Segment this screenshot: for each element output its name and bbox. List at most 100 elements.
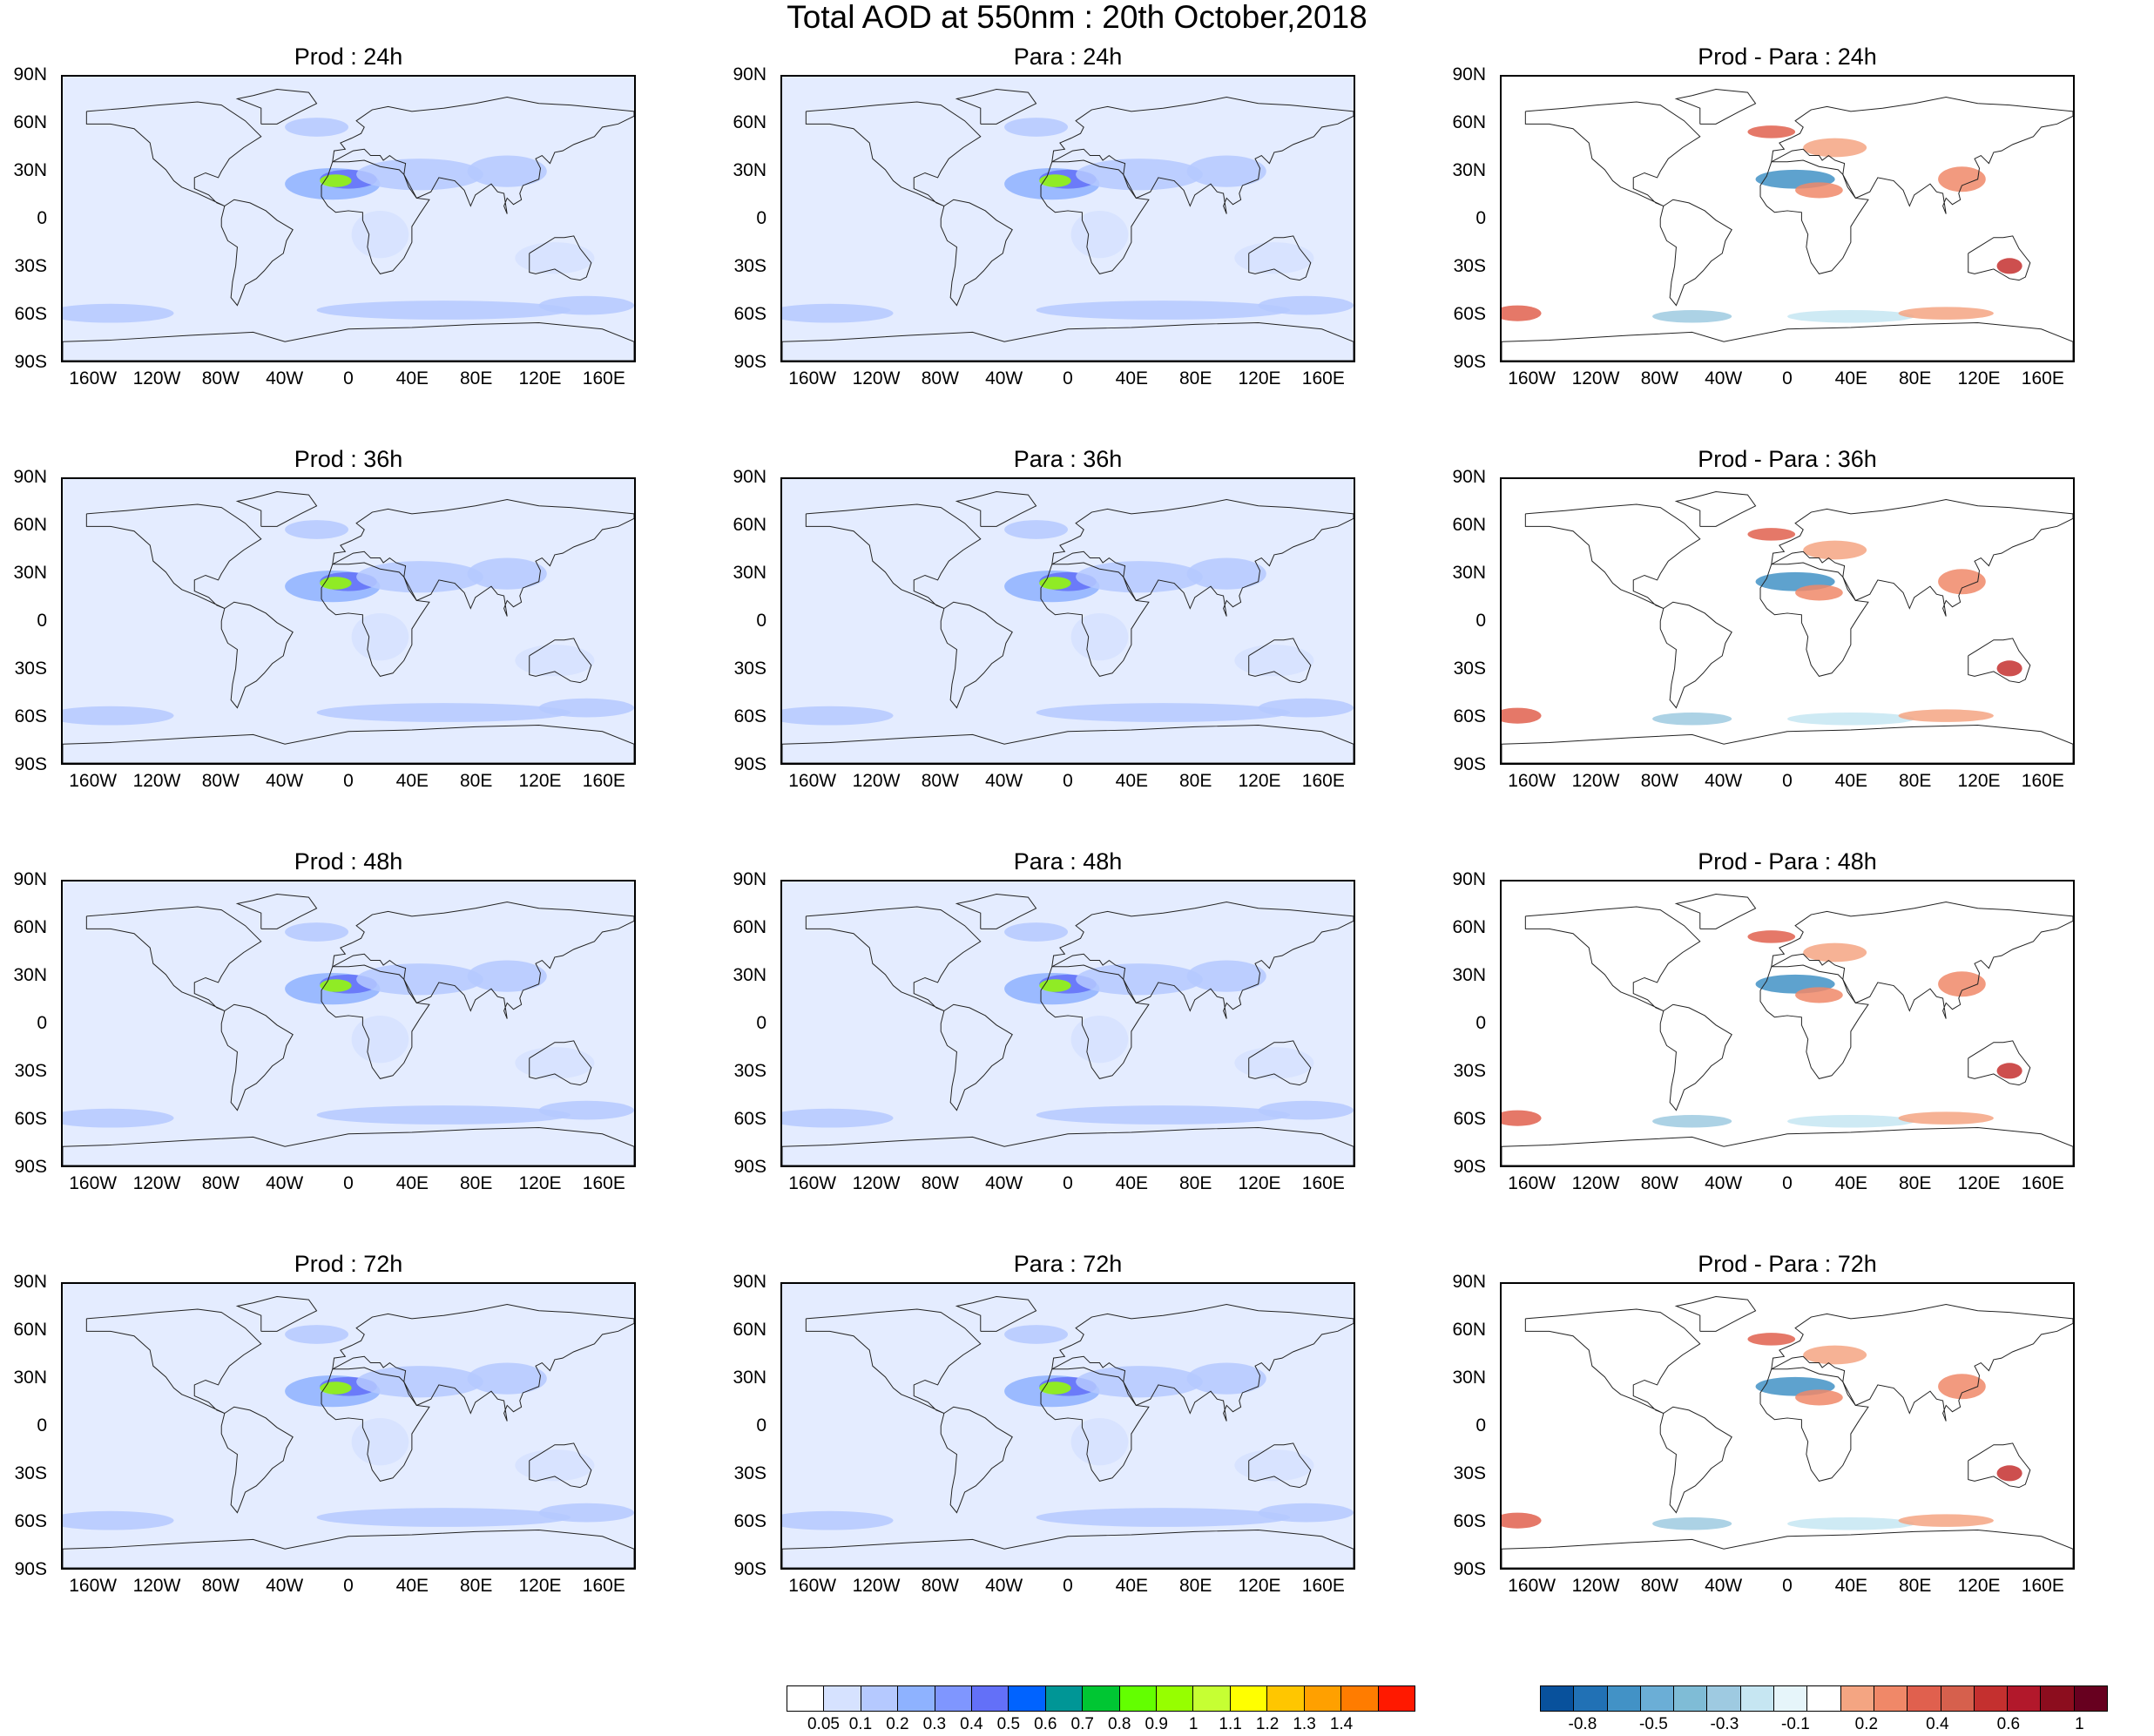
lat-label: 30N bbox=[1452, 1368, 1486, 1388]
lon-label: 40E bbox=[1115, 1173, 1149, 1193]
lon-label: 120W bbox=[852, 771, 901, 791]
colorbar-swatch bbox=[2008, 1686, 2042, 1711]
panel-title: Para : 36h bbox=[1013, 446, 1123, 472]
colorbar-label: 1.3 bbox=[1293, 1715, 1316, 1733]
lon-label: 0 bbox=[1063, 1576, 1073, 1596]
coastline bbox=[529, 638, 592, 684]
lon-label: 120E bbox=[1957, 1173, 2001, 1193]
lat-label: 90N bbox=[13, 1272, 47, 1292]
lon-label: 160E bbox=[582, 1576, 625, 1596]
field-patch bbox=[1036, 1105, 1291, 1125]
lat-label: 90N bbox=[13, 467, 47, 487]
colorbar-label: 0.2 bbox=[886, 1715, 909, 1733]
field-patch bbox=[1070, 1015, 1129, 1064]
lon-label: 40W bbox=[1705, 368, 1743, 388]
lon-label: 120W bbox=[1571, 1173, 1620, 1193]
lon-label: 0 bbox=[1782, 1576, 1793, 1596]
lat-label: 90S bbox=[14, 754, 47, 774]
coastline bbox=[1674, 893, 1757, 929]
lat-label: 60N bbox=[1452, 1320, 1486, 1340]
lon-label: 40W bbox=[266, 1576, 304, 1596]
colorbar-label: 0.4 bbox=[1926, 1715, 1949, 1733]
colorbar-swatch bbox=[1807, 1686, 1841, 1711]
field-patch bbox=[351, 612, 409, 661]
coastline bbox=[1248, 235, 1312, 281]
lon-label: 120W bbox=[1571, 771, 1620, 791]
lon-label: 120E bbox=[1957, 1576, 2001, 1596]
coastline bbox=[220, 1406, 294, 1514]
lon-label: 80W bbox=[1640, 368, 1678, 388]
coastline bbox=[235, 1295, 318, 1332]
coastline bbox=[1659, 199, 1732, 307]
lon-label: 160W bbox=[788, 1173, 837, 1193]
coastline bbox=[955, 490, 1037, 527]
lat-label: 30S bbox=[1453, 256, 1486, 276]
coastline bbox=[1051, 902, 1354, 1019]
lon-label: 160E bbox=[2021, 368, 2064, 388]
colorbar-swatch bbox=[1740, 1686, 1775, 1711]
colorbar-swatch bbox=[1574, 1686, 1608, 1711]
lat-label: 90N bbox=[733, 64, 766, 84]
field-patch bbox=[1070, 612, 1129, 661]
field-patch bbox=[63, 303, 174, 323]
lon-label: 160W bbox=[1508, 1576, 1556, 1596]
coastline bbox=[321, 1367, 430, 1482]
colorbar-swatch bbox=[1304, 1686, 1342, 1711]
field-patch bbox=[1004, 1325, 1068, 1344]
colorbar-label: -0.5 bbox=[1639, 1715, 1668, 1733]
coastline bbox=[1659, 601, 1732, 709]
lat-label: 30N bbox=[13, 160, 47, 180]
lat-label: 30S bbox=[733, 659, 766, 679]
lon-label: 40W bbox=[1705, 1173, 1743, 1193]
coastline bbox=[332, 1304, 634, 1422]
colorbar-swatch bbox=[1541, 1686, 1575, 1711]
field-patch bbox=[782, 303, 894, 323]
coastline bbox=[63, 725, 634, 763]
lon-label: 120E bbox=[1238, 1576, 1281, 1596]
lon-label: 120E bbox=[518, 771, 562, 791]
coastline bbox=[529, 235, 592, 281]
lat-label: 60N bbox=[13, 515, 47, 535]
lat-label: 60N bbox=[1452, 917, 1486, 937]
lat-label: 90N bbox=[13, 64, 47, 84]
lon-label: 160W bbox=[1508, 1173, 1556, 1193]
coastline bbox=[529, 1040, 592, 1086]
map-panel: Prod : 72h 90N 60N 30N 0 30S 60S 90S 160W 120W 80W… bbox=[0, 1251, 662, 1648]
field-patch bbox=[285, 922, 349, 942]
coastline bbox=[85, 503, 262, 609]
panel-title: Prod - Para : 36h bbox=[1698, 446, 1877, 472]
map-plot-area bbox=[61, 75, 636, 362]
lon-label: 160E bbox=[582, 771, 625, 791]
lon-label: 120E bbox=[1957, 368, 2001, 388]
lon-label: 160W bbox=[69, 1576, 118, 1596]
lon-label: 40E bbox=[1115, 1576, 1149, 1596]
lon-label: 80W bbox=[921, 1173, 959, 1193]
lat-label: 90N bbox=[13, 869, 47, 889]
colorbar-swatch bbox=[1009, 1686, 1046, 1711]
coastline bbox=[782, 1127, 1354, 1165]
colorbar-swatch bbox=[1607, 1686, 1641, 1711]
lon-label: 80W bbox=[921, 1576, 959, 1596]
field-patch bbox=[1898, 709, 1994, 722]
lat-label: 30S bbox=[14, 256, 47, 276]
lat-label: 90S bbox=[1453, 1157, 1486, 1177]
lat-label: 90N bbox=[1452, 467, 1486, 487]
lat-label: 60S bbox=[1453, 1511, 1486, 1531]
lon-label: 120W bbox=[852, 1173, 901, 1193]
lat-label: 60S bbox=[1453, 304, 1486, 324]
field-patch bbox=[1502, 707, 1542, 724]
lon-label: 120W bbox=[852, 1576, 901, 1596]
lon-label: 160W bbox=[69, 1173, 118, 1193]
panel-title: Prod : 24h bbox=[294, 44, 403, 70]
field-patch bbox=[285, 118, 349, 137]
colorbar-label: 0.05 bbox=[807, 1715, 840, 1733]
map-panel: Prod : 36h 90N 60N 30N 0 30S 60S 90S 160W 120W 80W… bbox=[0, 446, 662, 843]
panel-title: Prod : 72h bbox=[294, 1251, 403, 1277]
lat-label: 60S bbox=[14, 1109, 47, 1129]
field-patch bbox=[1938, 569, 1986, 595]
lat-label: 90S bbox=[14, 1559, 47, 1579]
field-patch bbox=[538, 1503, 634, 1523]
lon-label: 120E bbox=[1238, 368, 1281, 388]
lon-label: 120W bbox=[132, 368, 181, 388]
lat-label: 30N bbox=[13, 1368, 47, 1388]
